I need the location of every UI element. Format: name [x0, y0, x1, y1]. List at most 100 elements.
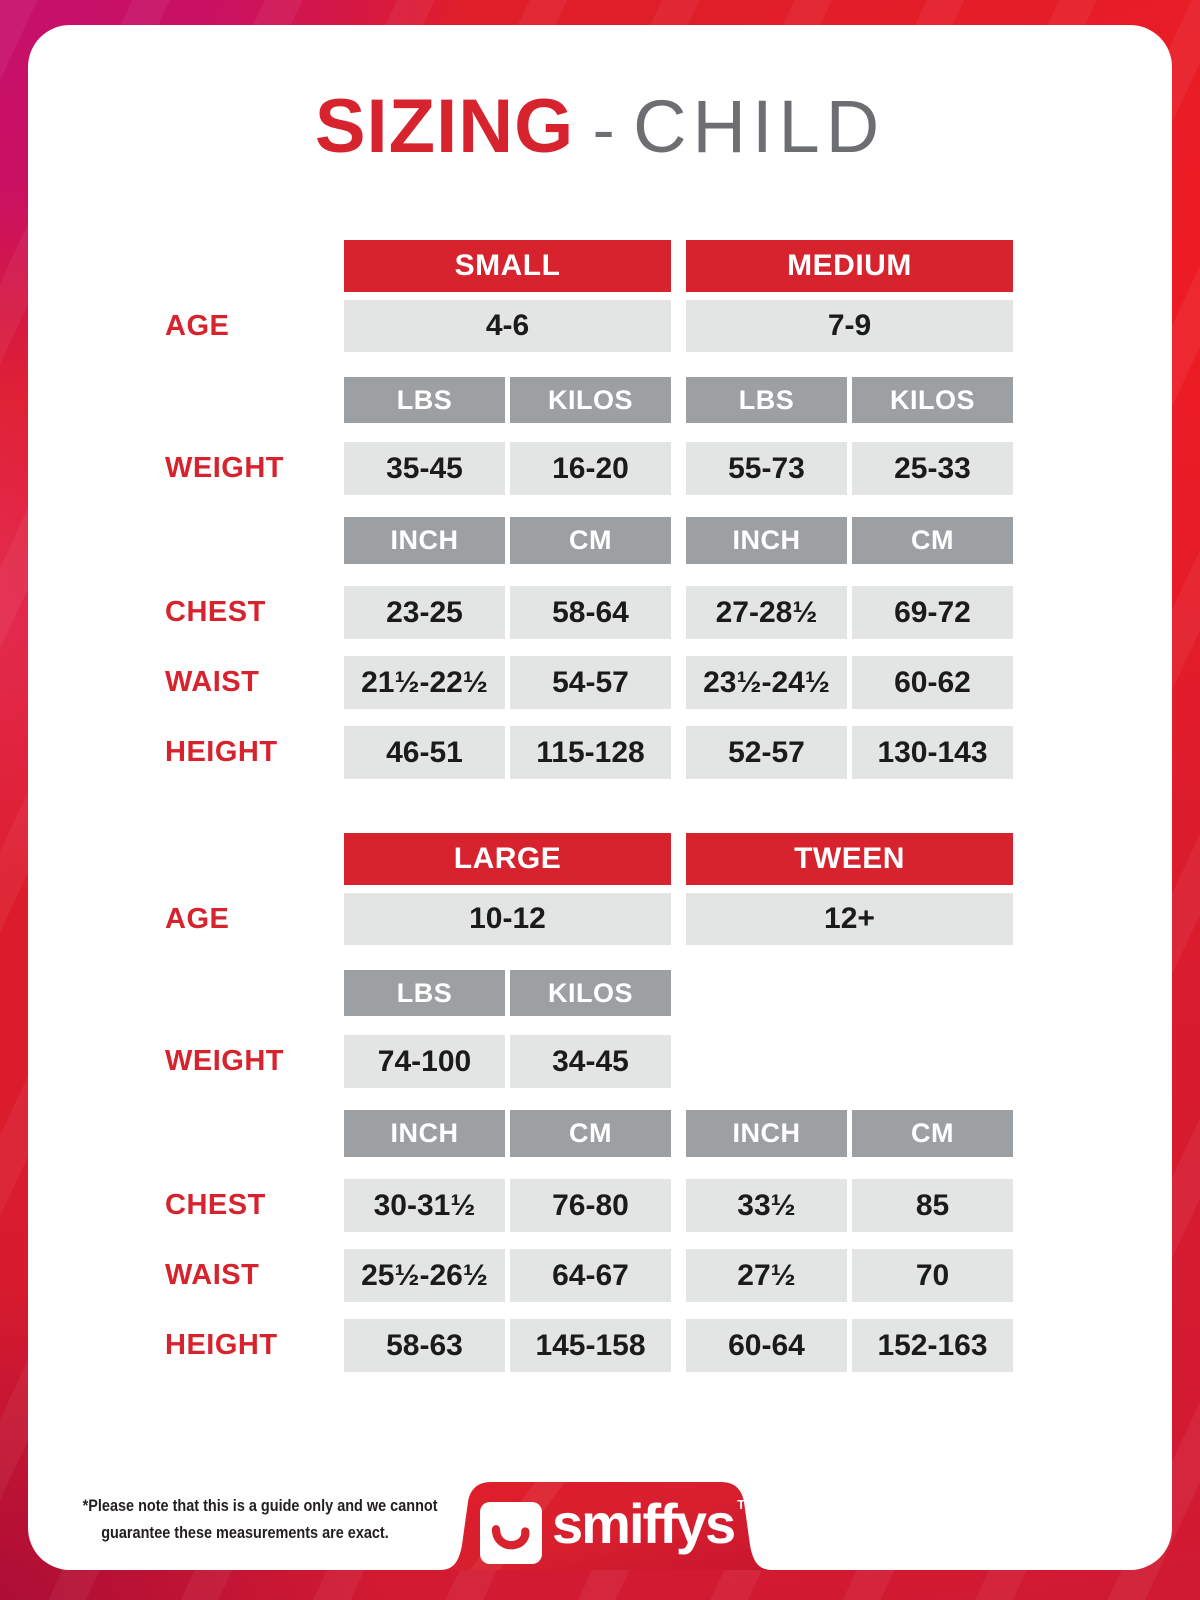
size-table-large-tween: LARGE TWEEN AGE 10-12 12+ LBS KILOS WEIG… — [165, 833, 1051, 1372]
height-value: 58-63 — [344, 1319, 505, 1372]
height-value: 130-143 — [852, 726, 1013, 779]
weight-value: 74-100 — [344, 1035, 505, 1088]
chest-value: 69-72 — [852, 586, 1013, 639]
row-label-waist: WAIST — [165, 1259, 260, 1291]
unit-header-kilos: KILOS — [510, 377, 671, 423]
weight-unit-header-row: LBS KILOS LBS KILOS — [165, 377, 1051, 423]
chest-row: CHEST 23-25 58-64 27-28½ 69-72 — [165, 586, 1051, 639]
smile-icon — [491, 1525, 530, 1550]
chest-value: 58-64 — [510, 586, 671, 639]
height-row: HEIGHT 46-51 115-128 52-57 130-143 — [165, 726, 1051, 779]
weight-value: 25-33 — [852, 442, 1013, 495]
dimension-unit-header-row: INCH CM INCH CM — [165, 1110, 1051, 1157]
waist-value: 64-67 — [510, 1249, 671, 1302]
row-label-chest: CHEST — [165, 1189, 266, 1221]
waist-value: 60-62 — [852, 656, 1013, 709]
chest-value: 23-25 — [344, 586, 505, 639]
unit-header-cm: CM — [852, 1110, 1013, 1157]
unit-header-inch: INCH — [344, 1110, 505, 1157]
chest-value: 33½ — [686, 1179, 847, 1232]
unit-header-inch: INCH — [686, 517, 847, 564]
page-title: SIZING - CHILD — [28, 87, 1172, 188]
chest-value: 85 — [852, 1179, 1013, 1232]
unit-header-cm: CM — [852, 517, 1013, 564]
size-header-medium: MEDIUM — [686, 240, 1013, 292]
unit-header-inch: INCH — [686, 1110, 847, 1157]
weight-value: 35-45 — [344, 442, 505, 495]
chest-value: 76-80 — [510, 1179, 671, 1232]
title-dash: - — [592, 92, 615, 166]
row-label-waist: WAIST — [165, 666, 260, 698]
height-value: 145-158 — [510, 1319, 671, 1372]
weight-value: 55-73 — [686, 442, 847, 495]
age-value-large: 10-12 — [344, 893, 671, 945]
weight-row: WEIGHT 74-100 34-45 — [165, 1035, 1051, 1088]
size-header-small: SMALL — [344, 240, 671, 292]
smiffys-wordmark: smiffys TM — [552, 1492, 756, 1570]
waist-row: WAIST 25½-26½ 64-67 27½ 70 — [165, 1249, 1051, 1302]
label-spacer — [165, 240, 344, 292]
unit-header-lbs: LBS — [344, 970, 505, 1016]
weight-value: 16-20 — [510, 442, 671, 495]
label-spacer — [165, 377, 344, 423]
dimension-unit-header-row: INCH CM INCH CM — [165, 517, 1051, 564]
chest-value: 27-28½ — [686, 586, 847, 639]
size-header-row: SMALL MEDIUM — [165, 240, 1051, 292]
waist-value: 27½ — [686, 1249, 847, 1302]
unit-header-lbs: LBS — [344, 377, 505, 423]
smiffys-wordmark-text: smiffys — [552, 1492, 736, 1555]
age-value-small: 4-6 — [344, 300, 671, 352]
age-row: AGE 10-12 12+ — [165, 893, 1051, 945]
smiffys-logo-tab: smiffys TM — [440, 1482, 772, 1570]
age-row: AGE 4-6 7-9 — [165, 300, 1051, 352]
size-header-large: LARGE — [344, 833, 671, 885]
waist-value: 25½-26½ — [344, 1249, 505, 1302]
row-label-height: HEIGHT — [165, 1329, 278, 1361]
row-label-height: HEIGHT — [165, 736, 278, 768]
label-spacer — [165, 517, 344, 564]
weight-unit-header-row: LBS KILOS — [165, 970, 1051, 1016]
smiffys-smile-tile — [480, 1502, 542, 1564]
disclaimer-line-2: guarantee these measurements are exact. — [101, 1523, 389, 1542]
chest-row: CHEST 30-31½ 76-80 33½ 85 — [165, 1179, 1051, 1232]
unit-header-lbs: LBS — [686, 377, 847, 423]
label-spacer — [165, 970, 344, 1016]
unit-header-kilos: KILOS — [852, 377, 1013, 423]
row-label-chest: CHEST — [165, 596, 266, 628]
chest-value: 30-31½ — [344, 1179, 505, 1232]
size-header-row: LARGE TWEEN — [165, 833, 1051, 885]
waist-value: 21½-22½ — [344, 656, 505, 709]
age-value-medium: 7-9 — [686, 300, 1013, 352]
row-label-age: AGE — [165, 309, 230, 342]
height-value: 152-163 — [852, 1319, 1013, 1372]
title-sizing: SIZING — [314, 84, 575, 169]
unit-header-cm: CM — [510, 517, 671, 564]
row-label-weight: WEIGHT — [165, 452, 284, 484]
weight-value: 34-45 — [510, 1035, 671, 1088]
disclaimer-line-1: *Please note that this is a guide only a… — [82, 1496, 438, 1515]
height-value: 46-51 — [344, 726, 505, 779]
height-value: 60-64 — [686, 1319, 847, 1372]
unit-header-inch: INCH — [344, 517, 505, 564]
age-value-tween: 12+ — [686, 893, 1013, 945]
waist-value: 70 — [852, 1249, 1013, 1302]
label-spacer — [165, 833, 344, 885]
height-value: 115-128 — [510, 726, 671, 779]
waist-value: 23½-24½ — [686, 656, 847, 709]
unit-header-kilos: KILOS — [510, 970, 671, 1016]
unit-header-cm: CM — [510, 1110, 671, 1157]
height-value: 52-57 — [686, 726, 847, 779]
waist-value: 54-57 — [510, 656, 671, 709]
weight-row: WEIGHT 35-45 16-20 55-73 25-33 — [165, 442, 1051, 495]
row-label-weight: WEIGHT — [165, 1045, 284, 1077]
sizing-card: SIZING - CHILD SMALL MEDIUM AGE 4-6 7-9 … — [28, 25, 1172, 1570]
size-header-tween: TWEEN — [686, 833, 1013, 885]
disclaimer-note: *Please note that this is a guide only a… — [82, 1492, 438, 1546]
waist-row: WAIST 21½-22½ 54-57 23½-24½ 60-62 — [165, 656, 1051, 709]
trademark-symbol: TM — [737, 1497, 756, 1512]
title-child: CHILD — [633, 85, 886, 168]
row-label-age: AGE — [165, 902, 230, 935]
height-row: HEIGHT 58-63 145-158 60-64 152-163 — [165, 1319, 1051, 1372]
label-spacer — [165, 1110, 344, 1157]
size-table-small-medium: SMALL MEDIUM AGE 4-6 7-9 LBS KILOS LBS K… — [165, 240, 1051, 779]
